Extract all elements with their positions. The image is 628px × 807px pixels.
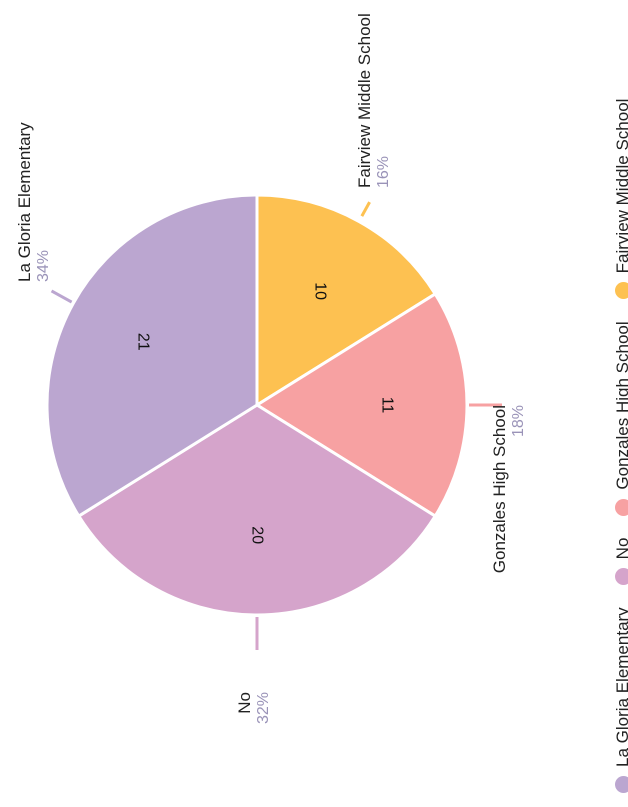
legend-swatch-gonzales-high-school: [614, 498, 628, 516]
pie-slices: [45, 193, 469, 617]
slice-outer-label-la-gloria-elementary: La Gloria Elementary 34%: [15, 122, 52, 282]
pie-slice-gonzales-high-school: [254, 291, 469, 519]
slice-outer-labels: Fairview Middle School 16% Gonzales High S…: [15, 13, 527, 724]
leader-line-fairview-middle-school: [360, 201, 371, 217]
legend-item-no: No: [613, 538, 628, 586]
slice-percent-fairview-middle-school: 16%: [375, 156, 392, 188]
legend: La Gloria Elementary No Gonzales High Scho…: [598, 0, 628, 807]
legend-label-fairview-middle-school: Fairview Middle School: [613, 98, 628, 274]
slice-outer-label-no: No 32%: [235, 692, 272, 724]
leader-line-la-gloria-elementary: [50, 289, 73, 304]
slice-value-labels: 10 11 20 21: [135, 282, 396, 544]
slice-name-no: No: [235, 692, 254, 714]
slice-value-no: 20: [249, 526, 266, 544]
slice-percent-gonzales-high-school: 18%: [510, 405, 527, 437]
pie-slice-fairview-middle-school: [255, 193, 438, 408]
legend-label-gonzales-high-school: Gonzales High School: [613, 321, 628, 490]
legend-swatch-la-gloria-elementary: [614, 776, 628, 793]
legend-item-fairview-middle-school: Fairview Middle School: [613, 99, 628, 300]
pie-slice-no: [76, 403, 438, 617]
legend-item-la-gloria-elementary: La Gloria Elementary: [613, 607, 628, 793]
slice-name-gonzales-high-school: Gonzales High School: [490, 405, 509, 573]
legend-swatch-no: [614, 568, 628, 586]
slice-name-la-gloria-elementary: La Gloria Elementary: [15, 122, 34, 282]
legend-item-gonzales-high-school: Gonzales High School: [613, 321, 628, 516]
slice-percent-no: 32%: [255, 692, 272, 724]
slice-percent-la-gloria-elementary: 34%: [35, 250, 52, 282]
slice-outer-label-fairview-middle-school: Fairview Middle School 16%: [355, 13, 392, 188]
slice-outer-label-gonzales-high-school: Gonzales High School 18%: [490, 405, 527, 573]
pie-slice-la-gloria-elementary: [45, 193, 259, 519]
legend-swatch-fairview-middle-school: [614, 282, 628, 300]
legend-label-la-gloria-elementary: La Gloria Elementary: [613, 607, 628, 767]
slice-value-gonzales-high-school: 11: [379, 397, 396, 414]
slice-name-fairview-middle-school: Fairview Middle School: [355, 13, 374, 188]
slice-value-la-gloria-elementary: 21: [135, 333, 152, 351]
legend-label-no: No: [613, 537, 628, 560]
slice-value-fairview-middle-school: 10: [312, 282, 329, 300]
